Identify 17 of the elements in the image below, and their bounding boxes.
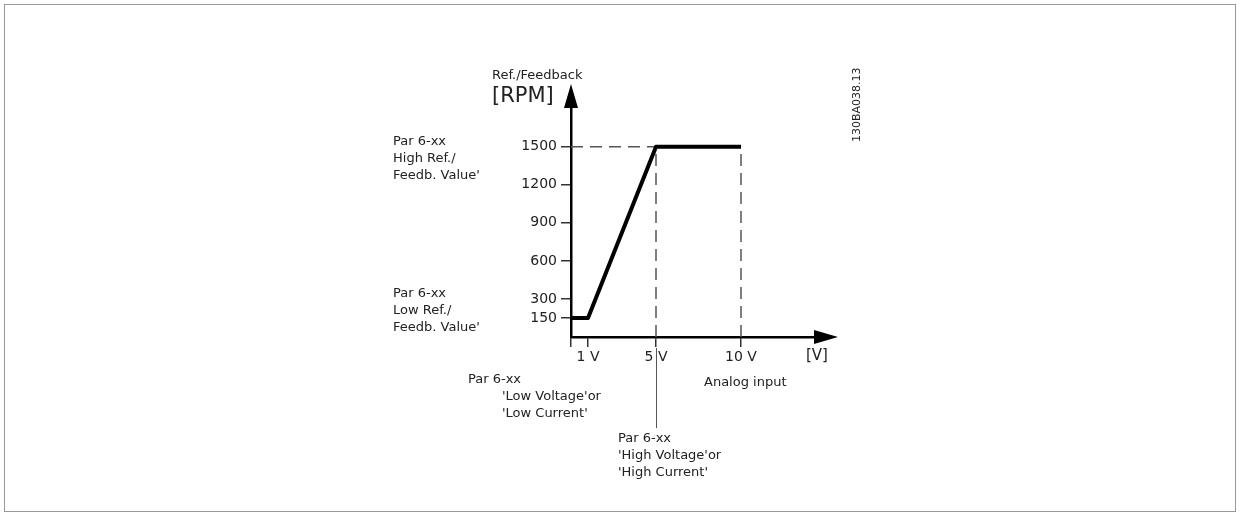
y-tick-label: 900	[530, 213, 557, 230]
y-axis-title: Ref./Feedback [RPM]	[492, 66, 583, 108]
x-tick-label: 5 V	[644, 348, 668, 365]
text: Par 6-xx Low Ref./ Feedb. Value'	[393, 284, 480, 335]
text: 130BA038.13	[849, 67, 864, 142]
y-tick-label: 300	[530, 289, 557, 306]
text: Par 6-xx 'Low Voltage'or 'Low Current'	[468, 370, 601, 421]
y-tick-label: 1200	[521, 175, 557, 192]
x-tick-label: 10 V	[725, 348, 758, 365]
text: Par 6-xx 'High Voltage'or 'High Current'	[618, 429, 722, 480]
text: Analog input	[704, 373, 787, 390]
x-tick-label: 1 V	[576, 348, 600, 365]
y-tick-label: 150	[530, 308, 557, 325]
y-tick-label: 600	[530, 251, 557, 268]
y-tick-label: 1500	[521, 137, 557, 154]
x-axis-title: [V]	[806, 346, 828, 365]
text: Par 6-xx High Ref./ Feedb. Value'	[393, 132, 480, 183]
